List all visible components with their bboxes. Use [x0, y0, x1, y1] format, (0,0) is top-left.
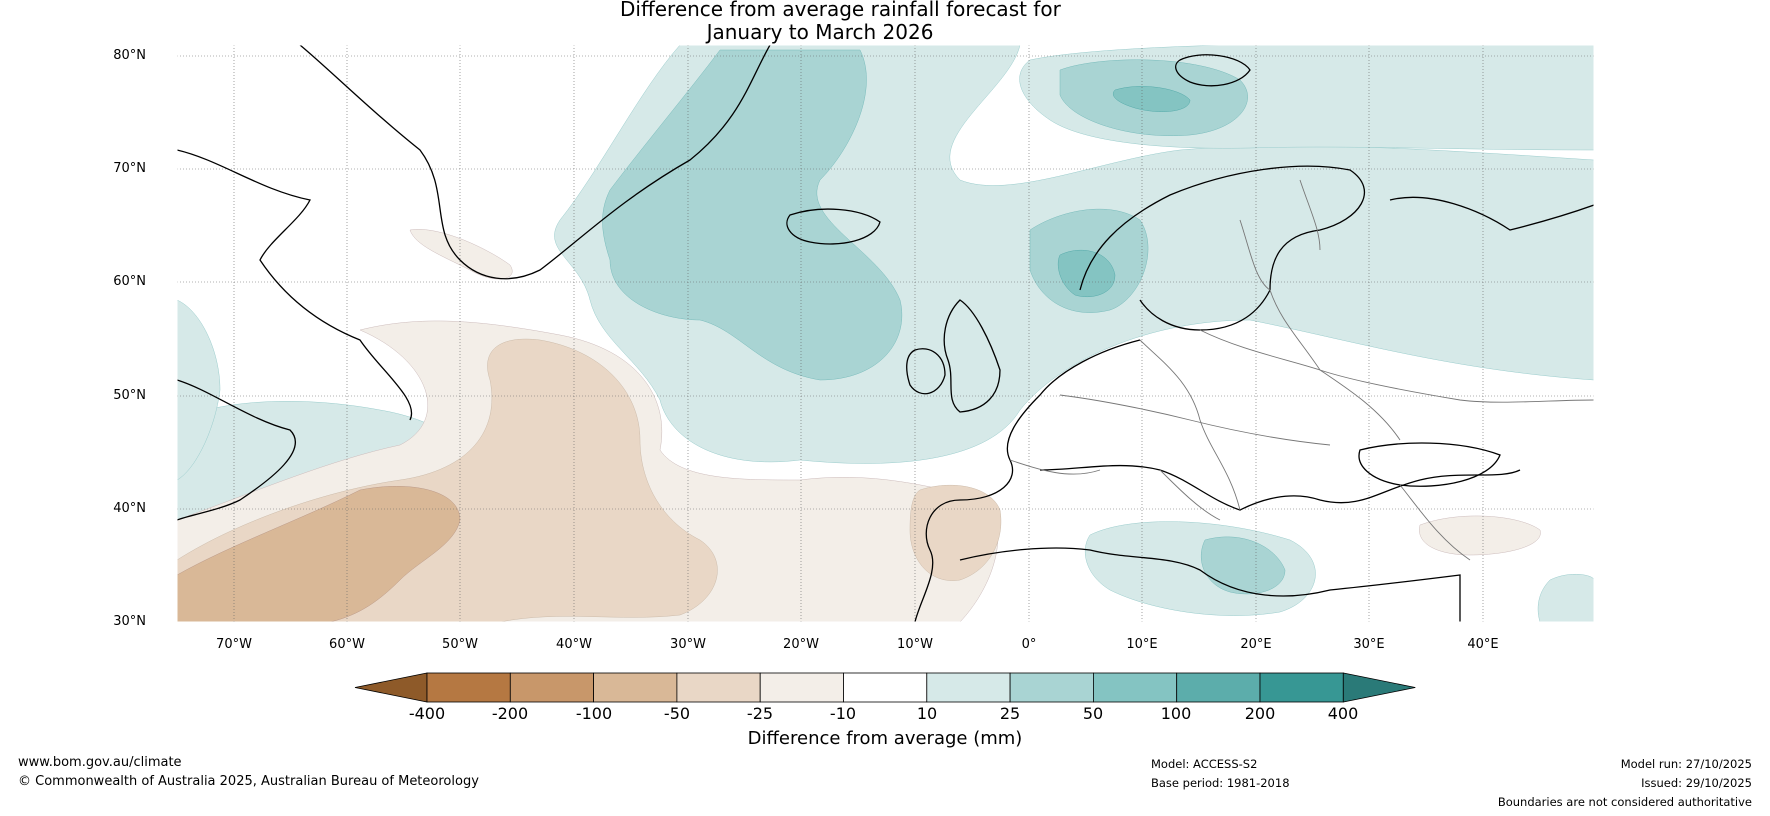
- coastline-canada-north: [177, 149, 413, 421]
- colorbar-tick-label: -200: [491, 704, 529, 723]
- issued-text: Issued: 29/10/2025: [1641, 776, 1752, 790]
- colorbar-swatch: [843, 672, 928, 703]
- dry-region-levant: [1419, 515, 1541, 556]
- model-run-text: Model run: 27/10/2025: [1620, 757, 1752, 771]
- copyright-text: © Commonwealth of Australia 2025, Austra…: [18, 774, 479, 789]
- coastline-ireland: [906, 348, 946, 395]
- coastline-scandinavia: [1079, 165, 1365, 331]
- colorbar-tick-label: 25: [999, 704, 1021, 723]
- coastline-british-isles: [943, 299, 1001, 413]
- colorbar-tick-label: -10: [829, 704, 857, 723]
- colorbar-tick-label: -100: [575, 704, 613, 723]
- coastline-europe-west: [914, 339, 1141, 622]
- coastline-greenland: [299, 45, 771, 280]
- lon-label: 0°: [1021, 637, 1037, 652]
- colorbar-tick-label: -400: [408, 704, 446, 723]
- wet-region-hudson: [177, 299, 221, 481]
- coastline-russia-north: [1389, 196, 1594, 231]
- colorbar-swatch: [1259, 672, 1344, 703]
- lat-label: 30°N: [113, 614, 146, 629]
- disclaimer-text: Boundaries are not considered authoritat…: [1497, 795, 1752, 809]
- colorbar-swatch: [1093, 672, 1178, 703]
- colorbar-swatch: [509, 672, 594, 703]
- wet-region-svalbard-core: [1112, 86, 1191, 112]
- lon-label: 40°W: [556, 637, 592, 652]
- colorbar-tick-label: 400: [1327, 704, 1359, 723]
- map-title: Difference from average rainfall forecas…: [620, 0, 1061, 44]
- wet-region-southeast: [1537, 574, 1594, 622]
- colorbar-tick-label: 50: [1082, 704, 1104, 723]
- lon-label: 20°W: [783, 637, 819, 652]
- lon-label: 10°E: [1126, 637, 1158, 652]
- coastline-black-sea: [1358, 442, 1501, 487]
- colorbar: [354, 672, 1416, 703]
- lon-label: 60°W: [329, 637, 365, 652]
- gridlines: [177, 45, 1594, 622]
- colorbar-tick-label: -50: [663, 704, 691, 723]
- wet-region-norway-core: [1057, 249, 1116, 298]
- lon-label: 10°W: [897, 637, 933, 652]
- colorbar-swatch: [676, 672, 761, 703]
- lat-label: 50°N: [113, 388, 146, 403]
- lat-label: 60°N: [113, 274, 146, 289]
- national-borders: [1009, 179, 1594, 561]
- lon-label: 30°W: [670, 637, 706, 652]
- colorbar-tick-label: 100: [1160, 704, 1192, 723]
- colorbar-swatch: [1009, 672, 1094, 703]
- colorbar-tick-label: 10: [916, 704, 938, 723]
- lat-label: 40°N: [113, 501, 146, 516]
- colorbar-swatch: [759, 672, 844, 703]
- lon-label: 50°W: [442, 637, 478, 652]
- dry-region-southwest: [177, 486, 461, 622]
- model-text: Model: ACCESS-S2: [1151, 757, 1258, 771]
- wet-region-mid-greenland-sea: [602, 49, 903, 381]
- coastline-canada-east: [177, 379, 297, 521]
- lon-label: 70°W: [216, 637, 252, 652]
- colorbar-extend-low: [354, 672, 428, 703]
- colorbar-extend-high: [1342, 672, 1416, 703]
- colorbar-tick-label: -25: [746, 704, 774, 723]
- coastlines: [177, 45, 1594, 622]
- dry-region-labrador: [409, 229, 513, 280]
- colorbar-swatch: [593, 672, 678, 703]
- colorbar-tick-label: 200: [1244, 704, 1276, 723]
- lon-label: 40°E: [1467, 637, 1499, 652]
- base-period-text: Base period: 1981-2018: [1151, 776, 1290, 790]
- title-line-1: Difference from average rainfall forecas…: [620, 0, 1061, 21]
- lon-label: 20°E: [1240, 637, 1272, 652]
- colorbar-swatch: [926, 672, 1011, 703]
- colorbar-swatch: [426, 672, 511, 703]
- coastline-iceland: [786, 208, 881, 245]
- lat-label: 80°N: [113, 48, 146, 63]
- lat-label: 70°N: [113, 161, 146, 176]
- coastline-mediterranean-north: [1039, 464, 1521, 511]
- title-line-2: January to March 2026: [706, 20, 934, 44]
- lon-label: 30°E: [1353, 637, 1385, 652]
- colorbar-label: Difference from average (mm): [747, 728, 1023, 749]
- rainfall-anomaly-fields: [177, 45, 1594, 622]
- wet-region-mediterranean-core: [1200, 536, 1286, 595]
- coastline-svalbard: [1175, 54, 1251, 87]
- colorbar-swatch: [1176, 672, 1261, 703]
- coastline-north-africa: [959, 547, 1461, 622]
- website-link[interactable]: www.bom.gov.au/climate: [18, 755, 182, 770]
